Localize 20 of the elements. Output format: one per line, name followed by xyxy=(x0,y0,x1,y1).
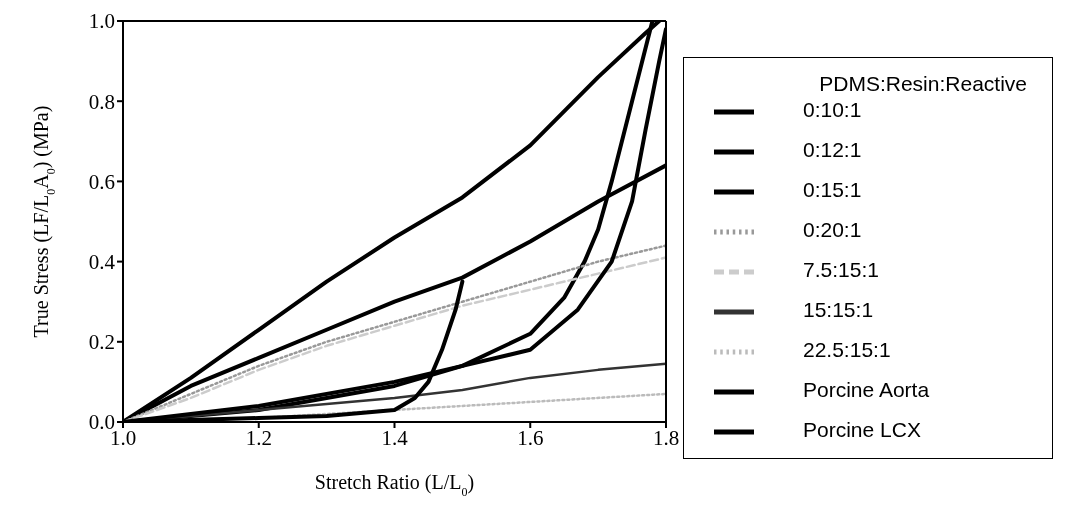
y-tick-label: 1.0 xyxy=(88,9,115,34)
x-tick-label: 1.2 xyxy=(245,425,272,450)
legend-label: 0:10:1 xyxy=(803,98,862,122)
y-tick-label: 0.8 xyxy=(88,89,115,114)
legend-label: 0:20:1 xyxy=(803,218,862,242)
legend-title: PDMS:Resin:Reactive xyxy=(819,72,1027,96)
y-tick-label: 0.6 xyxy=(88,169,115,194)
x-tick-label: 1.4 xyxy=(381,425,409,450)
y-tick-label: 0.2 xyxy=(88,330,115,355)
x-tick-label: 1.8 xyxy=(652,425,680,450)
legend-label: 7.5:15:1 xyxy=(803,258,879,282)
legend-label: Porcine LCX xyxy=(803,418,921,442)
legend-label: Porcine Aorta xyxy=(803,378,930,402)
legend-label: 0:15:1 xyxy=(803,178,862,202)
y-tick-label: 0.4 xyxy=(88,250,116,275)
x-tick-label: 1.6 xyxy=(517,425,544,450)
legend-label: 22.5:15:1 xyxy=(803,338,891,362)
x-axis-title: Stretch Ratio (L/L$_{0}$) xyxy=(314,471,475,499)
legend-label: 0:12:1 xyxy=(803,138,862,162)
legend-label: 15:15:1 xyxy=(803,298,874,322)
